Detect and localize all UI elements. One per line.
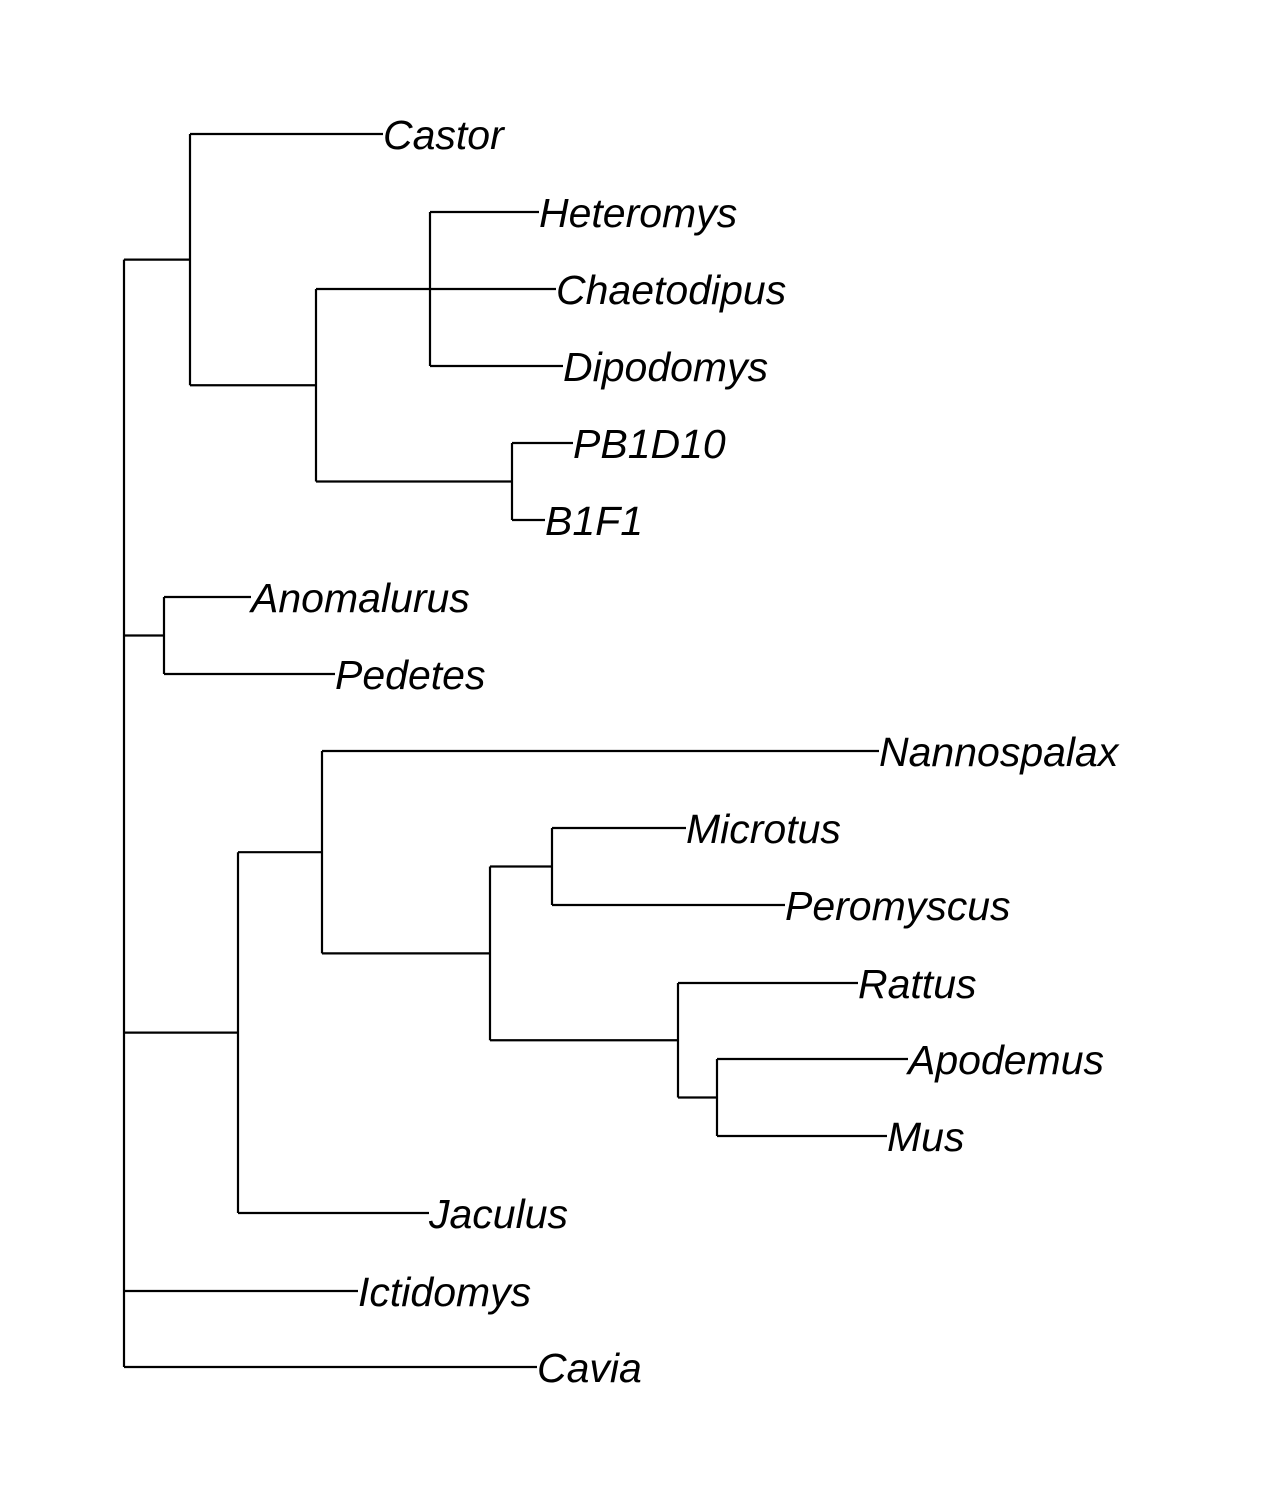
tip-label-castor: Castor (383, 112, 506, 158)
tip-label-rattus: Rattus (858, 961, 977, 1007)
tip-label-chaetodipus: Chaetodipus (556, 267, 786, 313)
tip-label-b1f1: B1F1 (545, 498, 643, 544)
tree-branches (122, 132, 908, 1369)
tip-label-microtus: Microtus (686, 806, 841, 852)
tip-label-pb1d10: PB1D10 (573, 421, 726, 467)
tip-label-anomalurus: Anomalurus (248, 575, 470, 621)
tip-label-jaculus: Jaculus (428, 1191, 568, 1237)
tip-label-pedetes: Pedetes (335, 652, 485, 698)
tip-label-cavia: Cavia (537, 1345, 642, 1391)
tip-label-dipodomys: Dipodomys (563, 344, 768, 390)
tip-label-peromyscus: Peromyscus (785, 883, 1011, 929)
tip-label-nannospalax: Nannospalax (879, 729, 1120, 775)
tip-label-heteromys: Heteromys (539, 190, 737, 236)
tip-labels: Castor Heteromys Chaetodipus Dipodomys PB1D1… (248, 112, 1120, 1391)
tip-label-mus: Mus (887, 1114, 964, 1160)
tip-label-apodemus: Apodemus (905, 1037, 1104, 1083)
tip-label-ictidomys: Ictidomys (358, 1269, 531, 1315)
